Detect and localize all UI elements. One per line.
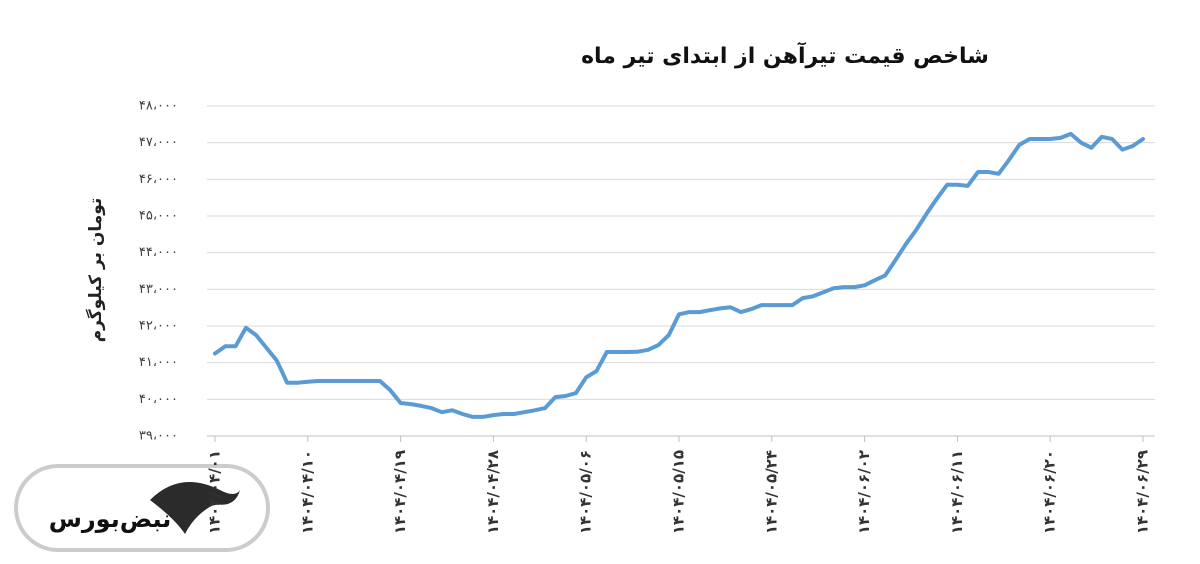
y-tick-label: ۳۹،۰۰۰ [139,429,178,444]
y-tick-label: ۴۱،۰۰۰ [139,355,178,370]
x-tick-label: ۱۴۰۴/۰۴/۲۸ [484,450,502,534]
logo-bull [150,482,240,534]
x-tick-label: ۱۴۰۴/۰۶/۰۲ [855,450,873,534]
x-tick-label: ۱۴۰۴/۰۶/۲۰ [1041,450,1059,534]
x-tick-label: ۱۴۰۴/۰۶/۲۹ [1134,450,1152,534]
y-tick-label: ۴۸،۰۰۰ [139,99,178,114]
y-tick-label: ۴۲،۰۰۰ [139,319,178,334]
x-tick-label: ۱۴۰۴/۰۵/۲۴ [762,450,780,534]
data-line [213,131,1145,419]
y-tick-label: ۴۵،۰۰۰ [139,209,178,224]
chart-title: شاخص قیمت تیرآهن از ابتدای تیر ماه [581,41,989,69]
x-tick-label: ۱۴۰۴/۰۵/۱۵ [670,450,688,534]
x-tick-label: ۱۴۰۴/۰۵/۰۶ [577,450,595,534]
x-tick-label: ۱۴۰۴/۰۴/۰۱ [206,450,224,534]
y-tick-label: ۴۴،۰۰۰ [139,245,178,260]
y-tick-label: ۴۰،۰۰۰ [139,392,178,407]
logo-text: نبض‌بورس [49,505,172,533]
x-tick-label: ۱۴۰۴/۰۴/۱۹ [391,450,409,534]
logo: نبض‌بورس [14,464,270,552]
y-tick-label: ۴۷،۰۰۰ [139,135,178,150]
y-tick-label: ۴۳،۰۰۰ [139,282,178,297]
y-axis-title: تومان بر کیلوگرم [85,198,106,343]
x-tick-label: ۱۴۰۴/۰۴/۱۰ [298,450,316,534]
x-tick-label: ۱۴۰۴/۰۶/۱۱ [948,450,966,534]
y-tick-label: ۴۶،۰۰۰ [139,172,178,187]
